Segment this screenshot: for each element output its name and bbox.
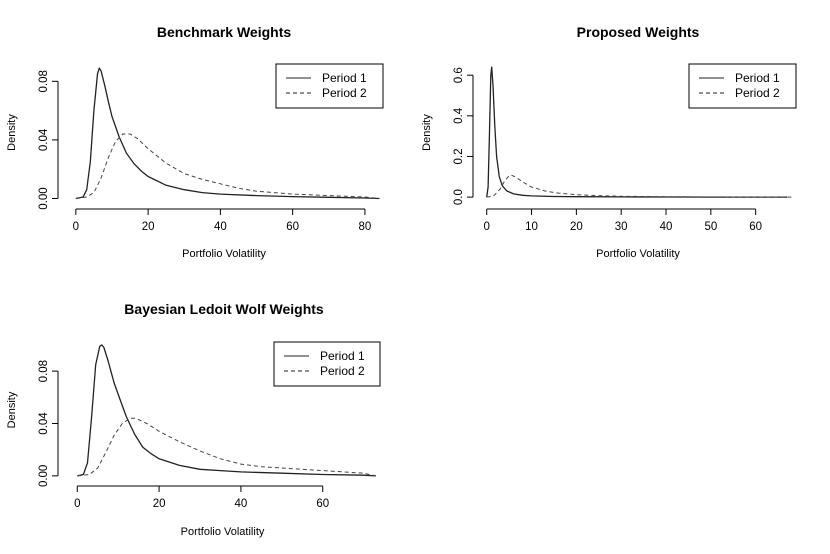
legend-label-1: Period 1 [735, 71, 780, 85]
x-tick-label: 30 [615, 221, 628, 233]
legend-label-2: Period 2 [320, 364, 365, 378]
chart-panel-3: Bayesian Ledoit Wolf Weights 0 20 40 60 0.00 0… [6, 301, 381, 538]
x-tick-label: 80 [359, 221, 372, 233]
x-tick-label: 50 [704, 221, 717, 233]
series-line-period-1 [75, 67, 380, 200]
y-axis-label: Density [6, 114, 18, 151]
legend-label-2: Period 2 [735, 86, 780, 100]
chart-panel-2: Proposed Weights 0 10 20 30 40 50 60 0.0 0.2 0.4 0.… [421, 24, 797, 260]
x-tick-label: 0 [73, 221, 79, 233]
series-line-period-2 [486, 174, 792, 198]
x-tick-label: 0 [484, 221, 490, 233]
series-line-period-2 [75, 133, 380, 199]
y-axis-label: Density [6, 391, 18, 428]
x-tick-label: 60 [316, 498, 329, 510]
x-tick-label: 10 [525, 221, 538, 233]
y-tick-label: 0.6 [453, 67, 465, 83]
legend-box [275, 63, 384, 109]
y-tick-label: 0.4 [453, 107, 465, 124]
legend-box [273, 341, 381, 387]
x-tick-label: 60 [749, 221, 762, 233]
y-tick-label: 0.08 [38, 360, 50, 382]
y-tick-label: 0.04 [38, 412, 50, 435]
y-tick-label: 0.08 [38, 70, 50, 92]
chart-panel-1: Benchmark Weights 0 20 40 60 80 0.00 0.04 0.08 Po… [6, 24, 384, 260]
x-axis-label: Portfolio Volatility [182, 248, 266, 260]
legend-label-1: Period 1 [322, 71, 367, 85]
chart-title: Bayesian Ledoit Wolf Weights [124, 301, 324, 317]
series-line-period-2 [77, 417, 377, 477]
series-line-period-1 [77, 344, 376, 477]
y-axis-label: Density [421, 114, 433, 151]
y-tick-label: 0.0 [453, 189, 465, 205]
chart-title: Proposed Weights [577, 24, 700, 40]
x-tick-label: 40 [214, 221, 227, 233]
x-tick-label: 40 [660, 221, 673, 233]
y-tick-label: 0.2 [453, 148, 465, 164]
chart-title: Benchmark Weights [157, 24, 292, 40]
legend-label-2: Period 2 [322, 86, 367, 100]
x-tick-label: 20 [153, 498, 166, 510]
legend-box [688, 63, 797, 109]
x-axis-label: Portfolio Volatility [596, 248, 680, 260]
y-tick-label: 0.00 [38, 187, 50, 209]
x-axis-label: Portfolio Volatility [181, 526, 265, 538]
x-tick-label: 40 [235, 498, 248, 510]
x-tick-label: 20 [142, 221, 155, 233]
y-tick-label: 0.04 [38, 128, 50, 151]
x-tick-label: 0 [74, 498, 80, 510]
x-tick-label: 60 [286, 221, 299, 233]
x-tick-label: 20 [570, 221, 583, 233]
legend-label-1: Period 1 [320, 349, 365, 363]
y-tick-label: 0.00 [38, 465, 50, 487]
